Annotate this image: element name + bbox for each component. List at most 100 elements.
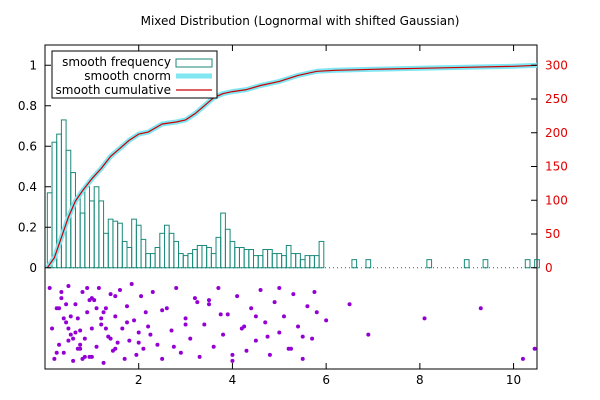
histogram-bar	[46, 192, 53, 269]
data-point	[296, 324, 301, 329]
histogram-bar	[206, 247, 212, 269]
data-point	[57, 342, 62, 347]
y-right-tick-label: 250	[545, 92, 568, 106]
data-point	[117, 288, 122, 293]
y-left-tick-label: 1	[29, 58, 37, 72]
y-right-tick-label: 300	[545, 58, 568, 72]
data-point	[197, 354, 202, 359]
histogram-bar	[173, 240, 180, 269]
data-point	[87, 298, 92, 303]
data-point	[101, 360, 106, 365]
data-point	[366, 332, 371, 337]
y-right-tick-label: 150	[545, 160, 568, 174]
data-point	[101, 310, 106, 315]
histogram-bar	[318, 240, 325, 269]
histogram-bar	[131, 218, 137, 269]
data-point	[218, 312, 223, 317]
data-point	[113, 294, 118, 299]
data-point	[277, 286, 282, 290]
frequency-histogram	[46, 119, 540, 269]
legend-label-cumulative: smooth cumulative	[56, 83, 171, 97]
data-point	[300, 334, 305, 339]
data-point	[207, 302, 211, 307]
data-point	[57, 306, 62, 311]
histogram-bar	[79, 212, 86, 269]
data-point	[272, 300, 277, 305]
histogram-bar	[210, 253, 217, 269]
histogram-bar	[215, 236, 222, 269]
data-point	[47, 286, 52, 290]
data-point	[68, 314, 73, 319]
y-right-tick-label: 200	[545, 126, 568, 140]
histogram-bar	[159, 232, 165, 269]
data-point	[188, 336, 193, 341]
histogram-bar	[281, 255, 287, 269]
data-point	[263, 320, 268, 325]
data-point	[61, 316, 66, 321]
histogram-bar	[262, 249, 269, 269]
histogram-bar	[309, 255, 315, 269]
data-point	[66, 283, 71, 288]
histogram-bar	[140, 238, 147, 269]
histogram-bar	[271, 253, 278, 269]
data-point	[244, 348, 249, 353]
data-point	[61, 350, 66, 355]
chart-title: Mixed Distribution (Lognormal with shift…	[141, 14, 460, 28]
data-point	[80, 290, 85, 295]
data-point	[68, 332, 73, 337]
cumulative-line	[46, 64, 538, 269]
histogram-bar	[482, 259, 489, 269]
histogram-bar	[248, 249, 255, 269]
y-axis-left-ticks: 0 0.2 0.4 0.6 0.8 1	[18, 58, 51, 275]
histogram-bar	[107, 218, 114, 269]
data-point	[99, 322, 104, 327]
legend-label-cnorm: smooth cnorm	[84, 69, 171, 83]
data-point	[82, 354, 87, 359]
x-axis-ticks: 2 4 6 8 10	[135, 45, 521, 387]
data-point	[66, 338, 71, 343]
histogram-bar	[178, 253, 184, 269]
data-point	[73, 302, 78, 307]
data-point	[192, 296, 197, 301]
histogram-bar	[89, 200, 95, 269]
data-point	[267, 352, 272, 357]
data-point	[520, 356, 525, 361]
data-point	[94, 306, 99, 311]
data-point	[99, 316, 104, 321]
histogram-bar	[299, 259, 306, 269]
histogram-bar	[201, 244, 208, 269]
y-axis-right-ticks: 0 50 100 150 200 250 300	[531, 58, 568, 275]
histogram-bar	[117, 222, 123, 269]
data-point	[183, 316, 188, 321]
histogram-bar	[84, 186, 91, 269]
x-tick-label: 10	[506, 373, 521, 387]
data-point	[235, 294, 240, 299]
legend-swatch-frequency	[175, 58, 213, 68]
histogram-bar	[121, 240, 128, 269]
histogram-bar	[238, 247, 245, 269]
data-point	[164, 306, 169, 311]
data-point	[54, 350, 59, 355]
data-point	[125, 320, 129, 325]
histogram-bar	[234, 247, 240, 269]
data-point	[113, 314, 118, 319]
histogram-bar	[192, 249, 198, 269]
data-point	[532, 346, 537, 351]
histogram-bar	[135, 224, 142, 269]
data-point	[174, 286, 179, 290]
data-point	[478, 306, 483, 311]
data-point	[103, 306, 108, 311]
histogram-bar	[313, 255, 320, 269]
data-point	[71, 358, 76, 363]
data-point	[289, 346, 293, 351]
data-point	[122, 356, 127, 361]
histogram-bar	[295, 253, 301, 269]
data-point	[115, 340, 120, 345]
histogram-bar	[182, 255, 189, 269]
histogram-bar	[163, 224, 170, 269]
data-point	[305, 304, 310, 309]
histogram-bar	[70, 172, 76, 269]
data-point	[347, 302, 352, 307]
data-point	[71, 336, 76, 341]
